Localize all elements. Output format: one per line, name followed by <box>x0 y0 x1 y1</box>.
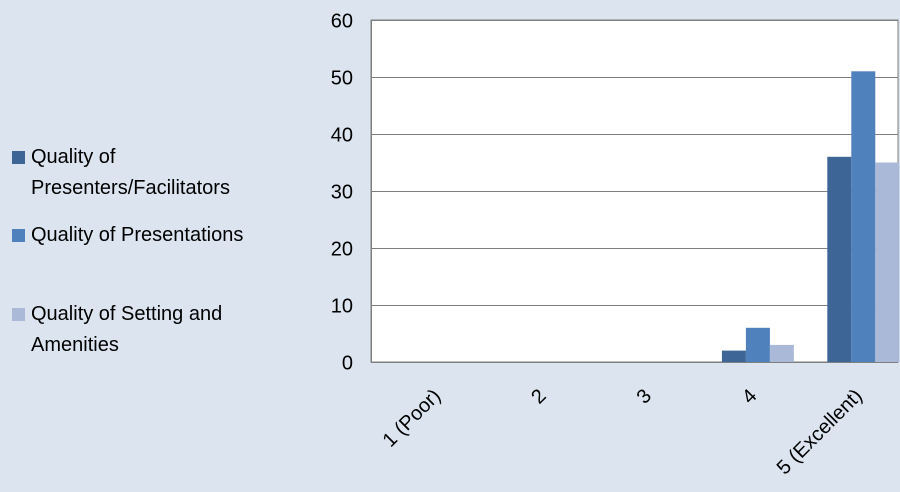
y-tick-label: 10 <box>331 296 353 318</box>
legend-swatch-presentations <box>12 229 25 242</box>
y-tick-label: 50 <box>331 68 353 90</box>
x-tick-label: 5 (Excellent) <box>773 385 867 479</box>
legend-label-presenters: Quality of Presenters/Facilitators <box>31 146 230 199</box>
y-tick-label: 30 <box>331 182 353 204</box>
x-tick-label: 4 <box>738 385 761 408</box>
x-tick-label: 2 <box>527 385 550 408</box>
bar <box>745 327 770 362</box>
x-tick-label: 1 (Poor) <box>379 385 446 452</box>
y-tick-label: 60 <box>331 11 353 33</box>
bar <box>851 71 876 363</box>
x-tick-label: 3 <box>633 385 656 408</box>
legend-label-presentations: Quality of Presentations <box>31 224 244 246</box>
legend-label-setting: Quality of Setting and Amenities <box>31 303 223 356</box>
bar <box>721 350 746 362</box>
y-tick-label: 0 <box>342 353 353 375</box>
bar <box>769 344 794 362</box>
bar <box>827 156 852 362</box>
bar <box>875 162 900 362</box>
legend-swatch-presenters <box>12 151 25 164</box>
legend-item-presentations: Quality of Presentations <box>12 220 304 251</box>
legend-swatch-setting <box>12 308 25 321</box>
legend-item-setting: Quality of Setting and Amenities <box>12 299 304 361</box>
y-tick-label: 40 <box>331 125 353 147</box>
y-tick-label: 20 <box>331 239 353 261</box>
legend-item-presenters: Quality of Presenters/Facilitators <box>12 142 304 204</box>
